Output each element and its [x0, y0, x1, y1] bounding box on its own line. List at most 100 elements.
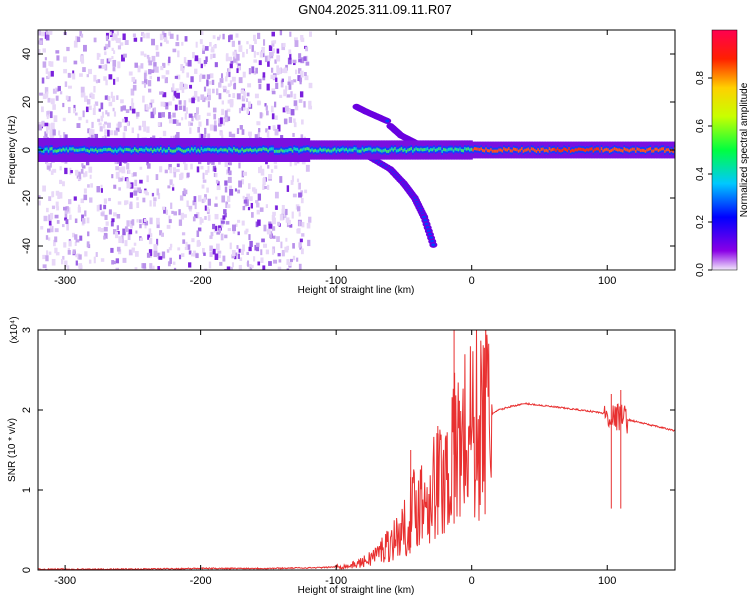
noise-point [262, 75, 266, 81]
noise-point [78, 254, 82, 260]
band-core [309, 149, 312, 153]
noise-point [277, 221, 281, 226]
noise-point [90, 129, 95, 135]
noise-point [77, 207, 81, 213]
band-core [182, 149, 185, 153]
noise-point [146, 158, 149, 166]
x-tick-label: 0 [469, 275, 475, 287]
noise-point [257, 132, 260, 140]
noise-point [179, 173, 183, 181]
noise-point [264, 55, 268, 63]
noise-point [125, 109, 130, 114]
noise-point [48, 30, 53, 35]
band-core [301, 148, 304, 152]
band-core [244, 149, 247, 153]
noise-point [238, 45, 243, 52]
band-core [156, 147, 159, 151]
band-core [49, 147, 52, 151]
band-core [70, 147, 73, 151]
noise-point [175, 42, 180, 47]
noise-point [222, 255, 226, 262]
noise-point [56, 55, 60, 61]
noise-point [140, 63, 144, 69]
band-core [320, 148, 324, 152]
band-core [410, 147, 413, 151]
noise-point [67, 106, 71, 114]
band-core [195, 149, 198, 153]
noise-point [147, 234, 150, 240]
noise-point [123, 53, 127, 58]
noise-point [135, 230, 138, 234]
noise-point [216, 231, 220, 235]
snr-unit-label: (x10⁴) [9, 316, 20, 343]
noise-point [192, 200, 196, 206]
band-core [153, 148, 156, 152]
noise-point [136, 111, 140, 117]
noise-point [290, 91, 293, 98]
band-core [47, 149, 50, 153]
band-core [547, 149, 550, 153]
noise-point [212, 223, 216, 230]
noise-point [254, 39, 257, 44]
noise-point [81, 214, 84, 222]
noise-point [261, 47, 265, 54]
noise-point [156, 188, 160, 196]
noise-point [237, 253, 240, 259]
noise-point [83, 44, 87, 52]
band-core [402, 148, 405, 152]
noise-point [249, 44, 252, 49]
noise-point [204, 194, 207, 200]
noise-point [176, 92, 180, 99]
band-core [324, 148, 327, 152]
band-core [438, 147, 441, 151]
noise-point [262, 184, 265, 190]
noise-point [117, 61, 121, 69]
noise-point [270, 74, 274, 79]
noise-point [219, 261, 223, 266]
noise-point [236, 68, 239, 74]
noise-point [224, 115, 229, 123]
noise-point [191, 97, 195, 104]
band-core [389, 148, 392, 152]
snr-xlabel: Height of straight line (km) [298, 585, 415, 596]
noise-point [296, 178, 300, 183]
band-core [268, 147, 272, 151]
band-core [488, 149, 491, 153]
noise-point [239, 125, 243, 130]
noise-point [82, 110, 85, 118]
noise-point [305, 61, 310, 66]
noise-point [136, 219, 139, 223]
band-core [52, 149, 55, 153]
noise-point [62, 181, 65, 187]
noise-point [146, 252, 151, 258]
band-core [246, 148, 249, 152]
noise-point [301, 233, 305, 237]
noise-point [67, 250, 71, 255]
noise-point [113, 130, 118, 136]
noise-point [161, 75, 166, 79]
band-core [582, 148, 586, 152]
noise-point [98, 108, 101, 112]
noise-point [110, 247, 114, 253]
noise-point [160, 101, 165, 107]
band-core [641, 148, 644, 152]
band-core [78, 148, 81, 152]
noise-point [107, 129, 110, 137]
noise-point [221, 134, 224, 140]
noise-point [278, 259, 282, 263]
noise-point [272, 235, 276, 239]
band-core [545, 148, 548, 152]
band-core [475, 147, 478, 151]
band-core [177, 147, 181, 151]
noise-point [248, 68, 251, 75]
band-core [42, 149, 46, 153]
band-core [112, 149, 116, 153]
noise-point [258, 128, 261, 133]
noise-point [126, 181, 131, 189]
noise-point [148, 233, 153, 238]
noise-point [115, 166, 120, 171]
band-core [202, 148, 205, 152]
band-core [130, 149, 133, 153]
noise-point [148, 249, 153, 256]
band-core [208, 147, 211, 151]
